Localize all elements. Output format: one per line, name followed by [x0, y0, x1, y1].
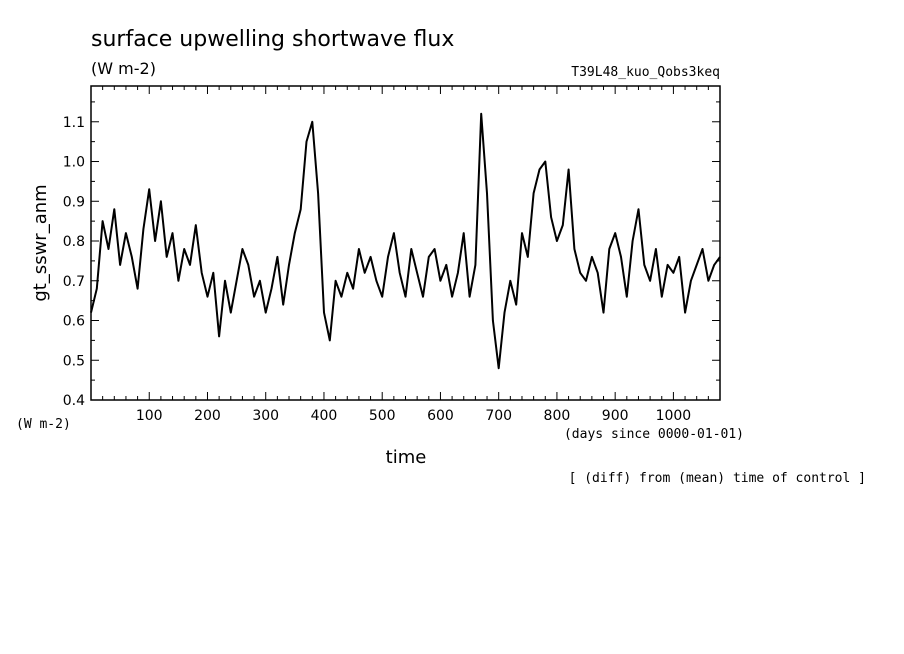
axis-ticks [91, 86, 720, 401]
x-tick-label: 300 [252, 408, 279, 424]
y-axis-label: gt_sswr_anm [30, 184, 51, 301]
y-tick-labels: 0.4 0.5 0.6 0.7 0.8 0.9 1.0 1.1 [63, 115, 85, 409]
series-line [90, 112, 721, 370]
x-tick-label: 500 [369, 408, 396, 424]
title-units: (W m-2) [91, 59, 156, 78]
experiment-label: T39L48_kuo_Qobs3keq [571, 65, 720, 80]
x-axis-label: time [386, 447, 427, 468]
x-tick-label: 200 [194, 408, 221, 424]
y-tick-label: 0.4 [63, 393, 85, 409]
x-tick-label: 900 [602, 408, 629, 424]
y-tick-label: 0.8 [63, 234, 85, 250]
x-tick-labels: 100 200 300 400 500 600 700 800 900 1000 [136, 408, 691, 424]
y-tick-label: 0.5 [63, 353, 85, 369]
y-tick-label: 0.7 [63, 274, 85, 290]
y-tick-label: 1.0 [63, 155, 85, 171]
comparison-note: [ (diff) from (mean) time of control ] [569, 471, 866, 486]
y-tick-label: 0.6 [63, 314, 85, 330]
x-tick-label: 100 [136, 408, 163, 424]
x-tick-label: 1000 [656, 408, 692, 424]
y-tick-label: 1.1 [63, 115, 85, 131]
x-tick-label: 700 [485, 408, 512, 424]
plot-frame [90, 85, 721, 401]
y-tick-label: 0.9 [63, 194, 85, 210]
y-axis-units: (W m-2) [16, 417, 71, 432]
x-tick-label: 800 [544, 408, 571, 424]
x-tick-label: 400 [311, 408, 338, 424]
x-tick-label: 600 [427, 408, 454, 424]
chart-title: surface upwelling shortwave flux [91, 27, 454, 52]
x-axis-units: (days since 0000-01-01) [564, 427, 744, 442]
